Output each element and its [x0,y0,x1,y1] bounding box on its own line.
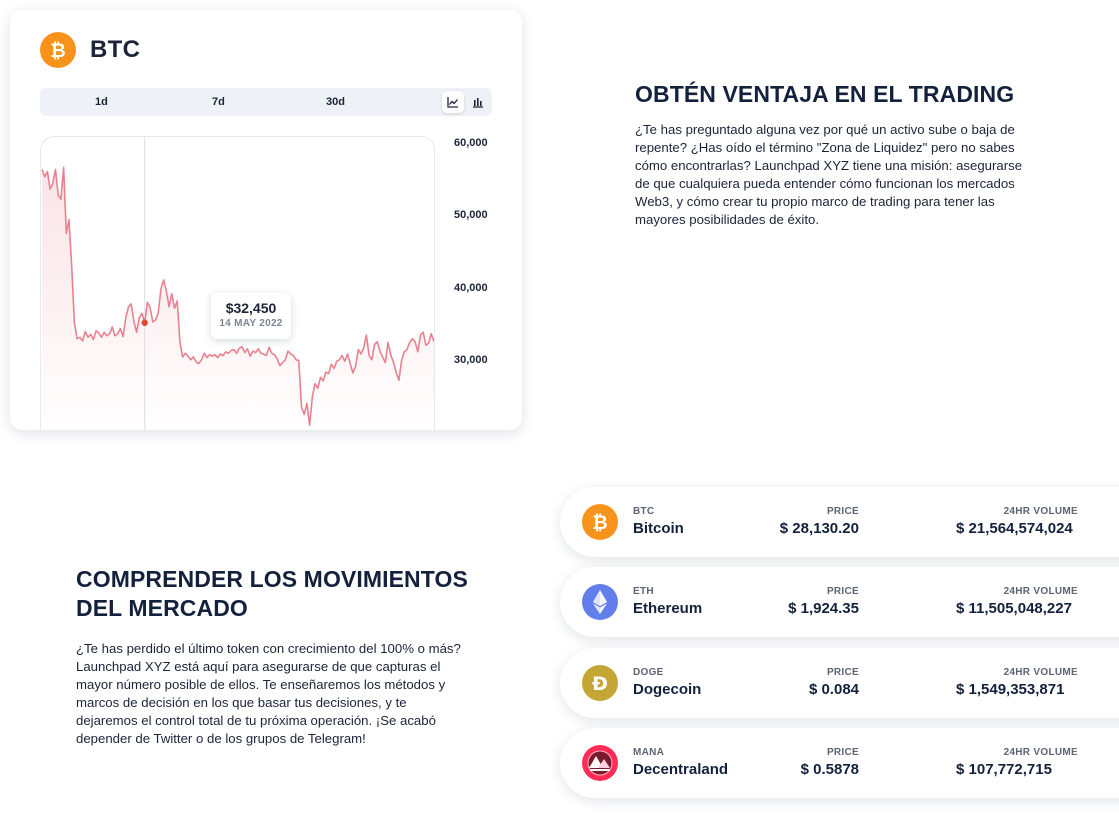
row-fade [1072,567,1102,637]
coin-row-doge[interactable]: Ð DOGE Dogecoin PRICE $ 0.084 24HR VOLUM… [560,648,1119,718]
coin-price: $ 0.5878 [800,761,859,778]
market-section-body: ¿Te has perdido el último token con crec… [76,641,461,746]
row-fade [1072,728,1102,798]
tooltip-price: $32,450 [225,300,277,316]
coin-price: $ 0.084 [808,681,859,698]
coin-price: $ 28,130.20 [779,520,859,537]
volume-label: 24HR VOLUME [1003,586,1078,597]
volume-label: 24HR VOLUME [1003,506,1078,517]
row-fade [1072,648,1102,718]
bitcoin-icon: ₿ [582,504,618,540]
coin-name: Bitcoin [633,520,684,537]
coin-name: Decentraland [633,761,729,778]
card-header: ₿ BTC [40,32,140,68]
coin-row-mana[interactable]: MANA Decentraland PRICE $ 0.5878 24HR VO… [560,728,1119,798]
time-range-selector: 1d 7d 30d [40,88,492,116]
coin-symbol: ETH [633,586,654,597]
y-tick-label: 50,000 [454,209,488,221]
coin-name: Dogecoin [633,681,702,698]
price-label: PRICE [826,667,859,678]
coin-row-btc[interactable]: ₿ BTC Bitcoin PRICE $ 28,130.20 24HR VOL… [560,487,1119,557]
coin-row-eth[interactable]: ETH Ethereum PRICE $ 1,924.35 24HR VOLUM… [560,567,1119,637]
highlight-point[interactable] [141,319,148,326]
volume-clip: 24HR VOLUME $ 1,549,353,871 [560,648,1082,718]
y-tick-label: 40,000 [454,282,488,294]
bar-chart-icon [473,98,483,108]
coin-volume: $ 1,549,353,871 [956,681,1065,698]
svg-text:Ð: Ð [592,673,608,694]
volume-clip: 24HR VOLUME $ 11,505,048,227 [560,567,1082,637]
dogecoin-icon: Ð [582,665,618,701]
coin-symbol: BTC [633,506,655,517]
line-chart-icon [447,97,458,108]
price-plot-area[interactable] [40,136,435,430]
ethereum-icon [582,584,618,620]
btc-chart-card: ₿ BTC 1d 7d 30d [10,10,522,430]
coin-symbol: DOGE [633,667,664,678]
svg-text:₿: ₿ [50,40,65,61]
range-tab-30d[interactable]: 30d [326,96,345,108]
y-tick-label: 30,000 [454,354,488,366]
coin-price: $ 1,924.35 [788,600,859,617]
price-tooltip: $32,450 14 MAY 2022 [211,293,291,339]
bitcoin-icon: ₿ [40,32,76,68]
range-tab-1d[interactable]: 1d [95,96,108,108]
volume-label: 24HR VOLUME [1003,667,1078,678]
volume-clip: 24HR VOLUME $ 107,772,715 [560,728,1082,798]
trading-section-body: ¿Te has preguntado alguna vez por qué un… [635,122,1023,227]
bar-chart-button[interactable] [467,91,489,113]
svg-text:₿: ₿ [592,512,607,533]
range-tab-7d[interactable]: 7d [212,96,225,108]
market-section-title: COMPRENDER LOS MOVIMIENTOS DEL MERCADO [76,566,468,621]
volume-clip: 24HR VOLUME $ 21,564,574,024 [560,487,1082,557]
coin-volume: $ 21,564,574,024 [956,520,1073,537]
tooltip-date: 14 MAY 2022 [219,318,283,329]
price-line-chart [41,137,434,430]
price-label: PRICE [826,506,859,517]
coin-volume: $ 107,772,715 [956,761,1052,778]
row-fade [1072,487,1102,557]
coin-symbol: MANA [633,747,665,758]
y-tick-label: 60,000 [454,137,488,149]
card-title: BTC [90,36,141,63]
price-label: PRICE [826,747,859,758]
trading-section-title: OBTÉN VENTAJA EN EL TRADING [635,81,1015,107]
volume-label: 24HR VOLUME [1003,747,1078,758]
coin-name: Ethereum [633,600,703,617]
line-chart-button[interactable] [442,91,464,113]
decentraland-icon [582,745,618,781]
coin-volume: $ 11,505,048,227 [956,600,1072,617]
price-series-line [41,166,434,426]
price-label: PRICE [826,586,859,597]
